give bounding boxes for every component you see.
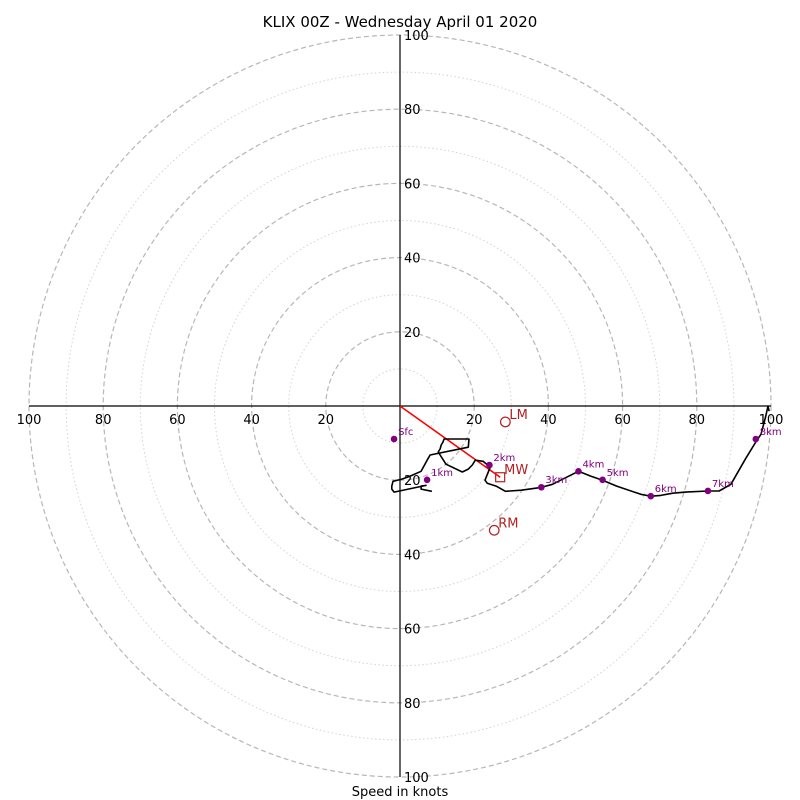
x-tick-label: 100: [759, 413, 784, 428]
x-tick-label: 60: [169, 413, 186, 428]
height-label: 8km: [760, 427, 782, 438]
height-label: 6km: [655, 484, 677, 495]
shear-vector-line: [399, 405, 501, 478]
x-axis-label: Speed in knots: [352, 785, 449, 800]
x-tick-label: 80: [689, 413, 706, 428]
y-tick-label: 40: [404, 252, 421, 267]
height-label: 7km: [712, 479, 734, 490]
height-marker: [599, 476, 606, 484]
x-tick-label: 40: [243, 413, 260, 428]
shear-vector: [399, 405, 501, 478]
height-label: 2km: [493, 453, 515, 464]
height-marker: [486, 461, 493, 469]
storm-motion-marker: [495, 472, 506, 483]
y-tick-label: 40: [404, 548, 421, 563]
storm-motion-label: LM: [509, 408, 527, 423]
x-tick-label: 20: [318, 413, 335, 428]
x-tick-label: 20: [466, 413, 483, 428]
y-tick-label: 20: [404, 474, 421, 489]
height-marker: [575, 467, 582, 475]
storm-motion-label: RM: [498, 516, 518, 531]
height-label: 3km: [545, 475, 567, 486]
height-label: 4km: [582, 459, 604, 470]
storm-motion-marker: [488, 524, 500, 536]
height-marker: [704, 487, 712, 495]
y-tick-label: 80: [404, 697, 421, 712]
height-marker: [752, 435, 760, 443]
height-label: Sfc: [398, 427, 413, 438]
height-marker: [538, 483, 545, 491]
height-marker: [423, 476, 431, 484]
chart-title: KLIX 00Z - Wednesday April 01 2020: [263, 13, 538, 31]
height-marker: [647, 492, 655, 500]
storm-motion-marker: [499, 416, 511, 428]
y-tick-label: 60: [404, 623, 421, 638]
x-tick-label: 100: [17, 413, 42, 428]
y-tick-label: 20: [404, 326, 421, 341]
tick-labels: 100 80 60 40 20 20 40 60 80 100 100 80 60 40 20 20 40 60 8…: [17, 29, 784, 786]
height-label: 5km: [607, 468, 629, 479]
y-tick-label: 60: [404, 177, 421, 192]
x-tick-label: 80: [95, 413, 112, 428]
y-tick-label: 80: [404, 103, 421, 118]
x-tick-label: 40: [540, 413, 557, 428]
y-tick-label: 100: [404, 29, 429, 44]
x-tick-label: 60: [614, 413, 631, 428]
storm-motion-label: MW: [504, 463, 528, 478]
y-tick-label: 100: [404, 771, 429, 786]
height-label: 1km: [431, 468, 453, 479]
height-marker: [390, 435, 398, 443]
storm-motions: LM MW RM: [488, 408, 528, 536]
